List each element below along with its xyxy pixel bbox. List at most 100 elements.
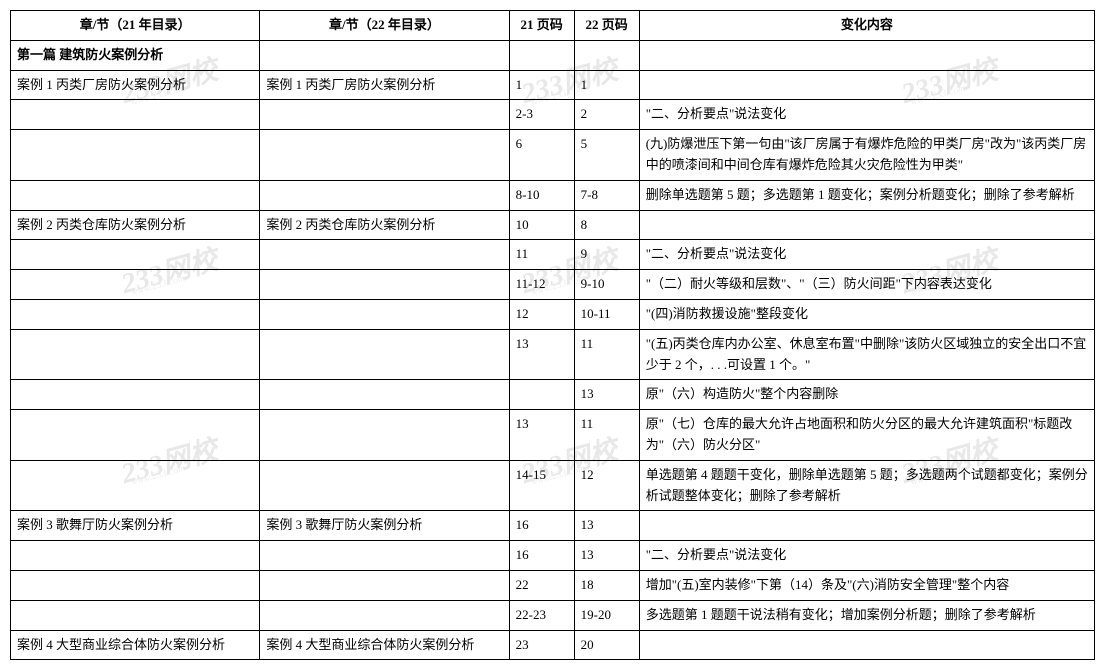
cell-c3: 16 xyxy=(509,541,574,571)
table-row: 65(九)防爆泄压下第一句由"该厂房属于有爆炸危险的甲类厂房"改为"该丙类厂房中… xyxy=(11,130,1095,181)
cell-c2: 案例 2 丙类仓库防火案例分析 xyxy=(260,210,509,240)
cell-c3: 1 xyxy=(509,70,574,100)
cell-c2 xyxy=(260,380,509,410)
cell-c3: 6 xyxy=(509,130,574,181)
cell-c5: "二、分析要点"说法变化 xyxy=(639,541,1094,571)
table-row: 案例 3 歌舞厅防火案例分析案例 3 歌舞厅防火案例分析1613 xyxy=(11,511,1095,541)
cell-c4: 1 xyxy=(574,70,639,100)
cell-c5 xyxy=(639,511,1094,541)
cell-c4: 18 xyxy=(574,570,639,600)
cell-c5: 增加"(五)室内装修"下第（14）条及"(六)消防安全管理"整个内容 xyxy=(639,570,1094,600)
cell-c5: 原"（六）构造防火"整个内容删除 xyxy=(639,380,1094,410)
cell-c2 xyxy=(260,541,509,571)
cell-c1 xyxy=(11,460,260,511)
cell-c1 xyxy=(11,180,260,210)
cell-c1 xyxy=(11,240,260,270)
cell-c3: 11-12 xyxy=(509,270,574,300)
cell-c1 xyxy=(11,570,260,600)
cell-c4: 20 xyxy=(574,630,639,660)
cell-c2 xyxy=(260,410,509,461)
cell-c5: "二、分析要点"说法变化 xyxy=(639,100,1094,130)
cell-c1: 案例 2 丙类仓库防火案例分析 xyxy=(11,210,260,240)
cell-c1 xyxy=(11,270,260,300)
header-col-22page: 22 页码 xyxy=(574,11,639,41)
cell-c3: 22 xyxy=(509,570,574,600)
cell-c4: 13 xyxy=(574,511,639,541)
cell-c2 xyxy=(260,460,509,511)
table-row: 119"二、分析要点"说法变化 xyxy=(11,240,1095,270)
cell-c1 xyxy=(11,410,260,461)
header-col-22toc: 章/节（22 年目录） xyxy=(260,11,509,41)
cell-c5: "(五)丙类仓库内办公室、休息室布置"中删除"该防火区域独立的安全出口不宜少于 … xyxy=(639,329,1094,380)
header-col-21page: 21 页码 xyxy=(509,11,574,41)
cell-c1 xyxy=(11,541,260,571)
cell-c3: 12 xyxy=(509,299,574,329)
comparison-table: 章/节（21 年目录） 章/节（22 年目录） 21 页码 22 页码 变化内容… xyxy=(10,10,1095,660)
empty-cell xyxy=(639,40,1094,70)
cell-c2 xyxy=(260,180,509,210)
cell-c3: 23 xyxy=(509,630,574,660)
cell-c1 xyxy=(11,299,260,329)
cell-c4: 13 xyxy=(574,380,639,410)
cell-c2 xyxy=(260,130,509,181)
cell-c2: 案例 4 大型商业综合体防火案例分析 xyxy=(260,630,509,660)
cell-c2 xyxy=(260,600,509,630)
cell-c4: 5 xyxy=(574,130,639,181)
cell-c1: 案例 3 歌舞厅防火案例分析 xyxy=(11,511,260,541)
header-col-changes: 变化内容 xyxy=(639,11,1094,41)
cell-c5: 原"（七）仓库的最大允许占地面积和防火分区的最大允许建筑面积"标题改为"（六）防… xyxy=(639,410,1094,461)
table-row: 13原"（六）构造防火"整个内容删除 xyxy=(11,380,1095,410)
cell-c2 xyxy=(260,299,509,329)
table-row: 8-107-8删除单选题第 5 题；多选题第 1 题变化；案例分析题变化；删除了… xyxy=(11,180,1095,210)
cell-c3: 2-3 xyxy=(509,100,574,130)
cell-c1: 案例 1 丙类厂房防火案例分析 xyxy=(11,70,260,100)
cell-c5 xyxy=(639,70,1094,100)
cell-c2: 案例 3 歌舞厅防火案例分析 xyxy=(260,511,509,541)
empty-cell xyxy=(260,40,509,70)
cell-c2 xyxy=(260,270,509,300)
cell-c4: 10-11 xyxy=(574,299,639,329)
cell-c4: 7-8 xyxy=(574,180,639,210)
cell-c2 xyxy=(260,100,509,130)
cell-c1 xyxy=(11,380,260,410)
cell-c4: 2 xyxy=(574,100,639,130)
cell-c5: "（二）耐火等级和层数"、"（三）防火间距"下内容表达变化 xyxy=(639,270,1094,300)
cell-c4: 11 xyxy=(574,410,639,461)
cell-c3: 13 xyxy=(509,410,574,461)
empty-cell xyxy=(509,40,574,70)
cell-c3 xyxy=(509,380,574,410)
header-col-21toc: 章/节（21 年目录） xyxy=(11,11,260,41)
cell-c4: 19-20 xyxy=(574,600,639,630)
cell-c5: 单选题第 4 题题干变化，删除单选题第 5 题；多选题两个试题都变化；案例分析试… xyxy=(639,460,1094,511)
table-row: 1311"(五)丙类仓库内办公室、休息室布置"中删除"该防火区域独立的安全出口不… xyxy=(11,329,1095,380)
table-row: 案例 1 丙类厂房防火案例分析案例 1 丙类厂房防火案例分析11 xyxy=(11,70,1095,100)
section-header-row: 第一篇 建筑防火案例分析 xyxy=(11,40,1095,70)
cell-c3: 8-10 xyxy=(509,180,574,210)
table-row: 案例 2 丙类仓库防火案例分析案例 2 丙类仓库防火案例分析108 xyxy=(11,210,1095,240)
cell-c4: 8 xyxy=(574,210,639,240)
cell-c5: "二、分析要点"说法变化 xyxy=(639,240,1094,270)
cell-c1 xyxy=(11,600,260,630)
cell-c3: 22-23 xyxy=(509,600,574,630)
cell-c3: 16 xyxy=(509,511,574,541)
cell-c4: 11 xyxy=(574,329,639,380)
cell-c2 xyxy=(260,570,509,600)
cell-c1: 案例 4 大型商业综合体防火案例分析 xyxy=(11,630,260,660)
cell-c2 xyxy=(260,329,509,380)
cell-c3: 10 xyxy=(509,210,574,240)
table-row: 1613"二、分析要点"说法变化 xyxy=(11,541,1095,571)
cell-c5: (九)防爆泄压下第一句由"该厂房属于有爆炸危险的甲类厂房"改为"该丙类厂房中的喷… xyxy=(639,130,1094,181)
cell-c3: 14-15 xyxy=(509,460,574,511)
cell-c3: 11 xyxy=(509,240,574,270)
table-row: 1311原"（七）仓库的最大允许占地面积和防火分区的最大允许建筑面积"标题改为"… xyxy=(11,410,1095,461)
cell-c1 xyxy=(11,100,260,130)
cell-c5: "(四)消防救援设施"整段变化 xyxy=(639,299,1094,329)
cell-c4: 12 xyxy=(574,460,639,511)
table-row: 1210-11"(四)消防救援设施"整段变化 xyxy=(11,299,1095,329)
table-row: 2-32"二、分析要点"说法变化 xyxy=(11,100,1095,130)
cell-c2 xyxy=(260,240,509,270)
cell-c4: 9-10 xyxy=(574,270,639,300)
section-title: 第一篇 建筑防火案例分析 xyxy=(11,40,260,70)
table-row: 14-1512单选题第 4 题题干变化，删除单选题第 5 题；多选题两个试题都变… xyxy=(11,460,1095,511)
cell-c5 xyxy=(639,210,1094,240)
